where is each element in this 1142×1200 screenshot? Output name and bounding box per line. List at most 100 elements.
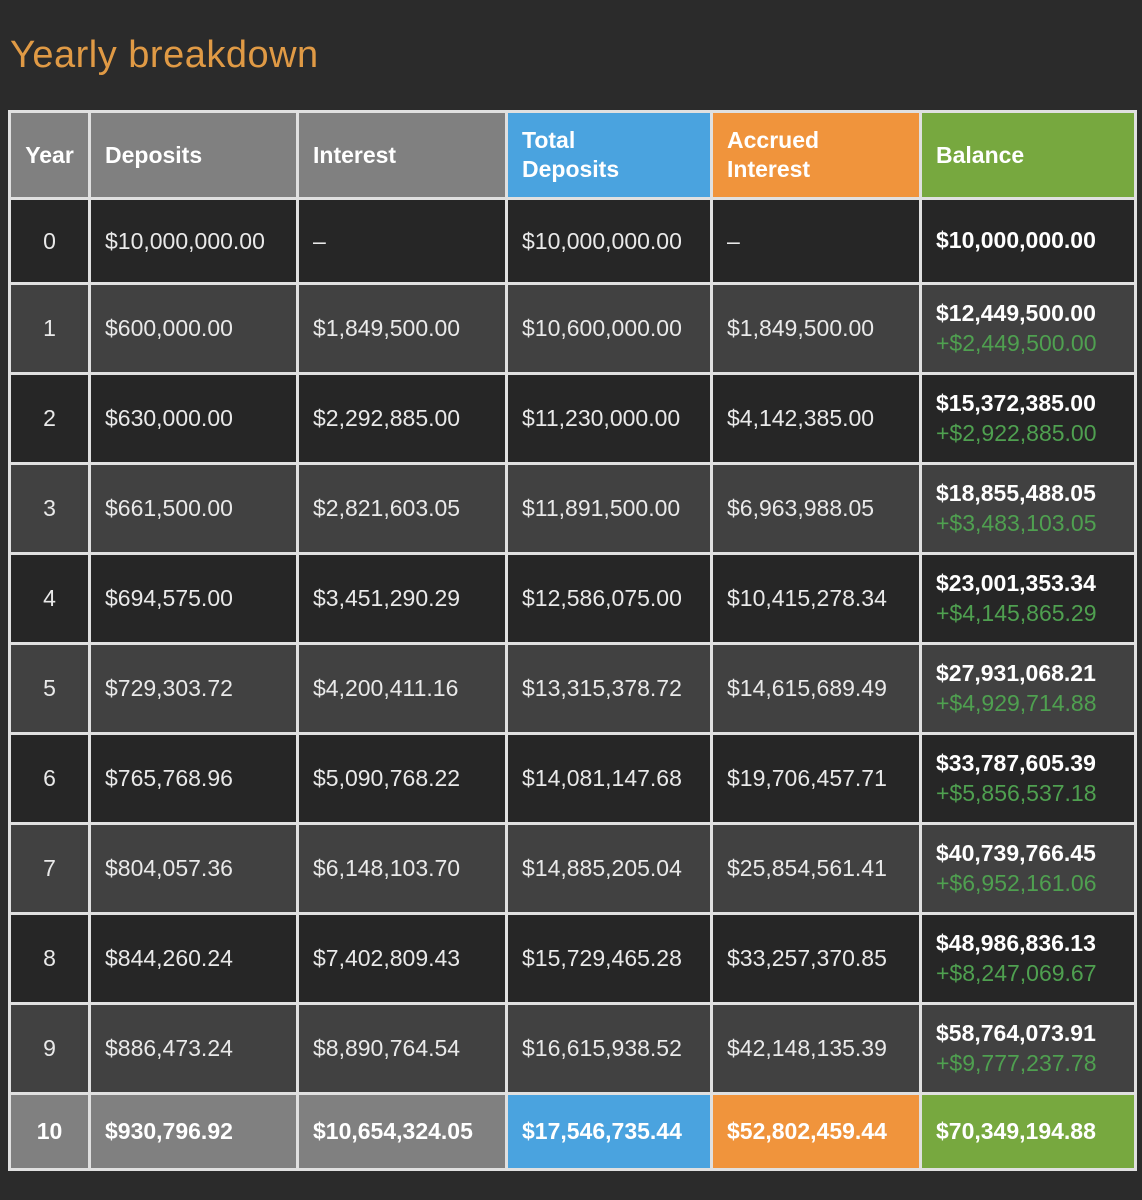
cell-year: 6 (8, 732, 91, 825)
cell-year: 2 (8, 372, 91, 465)
cell-total_deposits: $12,586,075.00 (505, 552, 713, 645)
table-row: 7 $804,057.36 $6,148,103.70 $14,885,205.04 $… (8, 822, 1137, 915)
cell-balance: $27,931,068.21 +$4,929,714.88 (919, 642, 1137, 735)
column-header-accrued_interest: Accrued Interest (710, 110, 922, 200)
cell-deposits: $630,000.00 (88, 372, 299, 465)
cell-interest: $4,200,411.16 (296, 642, 508, 735)
balance-change-value: +$6,952,161.06 (936, 869, 1097, 896)
cell-accrued_interest: $4,142,385.00 (710, 372, 922, 465)
table-row: 0 $10,000,000.00– $10,000,000.00– $10,000,0… (8, 197, 1137, 285)
cell-balance: $48,986,836.13 +$8,247,069.67 (919, 912, 1137, 1005)
cell-interest: $5,090,768.22 (296, 732, 508, 825)
cell-deposits: $844,260.24 (88, 912, 299, 1005)
yearly-breakdown-table: Year Deposits Interest Total Deposits Accrue… (8, 110, 1137, 1171)
cell-accrued_interest: $1,849,500.00 (710, 282, 922, 375)
cell-interest: $10,654,324.05 (296, 1092, 508, 1171)
cell-interest: $2,292,885.00 (296, 372, 508, 465)
column-header-balance: Balance (919, 110, 1137, 200)
cell-year: 0 (8, 197, 91, 285)
cell-balance: $23,001,353.34 +$4,145,865.29 (919, 552, 1137, 645)
balance-value: $18,855,488.05 (936, 479, 1096, 506)
cell-balance: $15,372,385.00 +$2,922,885.00 (919, 372, 1137, 465)
cell-total_deposits: $10,000,000.00 (505, 197, 713, 285)
balance-value: $70,349,194.88 (936, 1117, 1096, 1144)
cell-year: 9 (8, 1002, 91, 1095)
balance-change-value: +$5,856,537.18 (936, 779, 1097, 806)
balance-value: $23,001,353.34 (936, 569, 1096, 596)
cell-total_deposits: $17,546,735.44 (505, 1092, 713, 1171)
balance-value: $10,000,000.00 (936, 227, 1096, 254)
column-header-label: Deposits (105, 141, 203, 168)
cell-accrued_interest: $42,148,135.39 (710, 1002, 922, 1095)
balance-change-value: +$4,929,714.88 (936, 689, 1097, 716)
cell-deposits: $600,000.00 (88, 282, 299, 375)
cell-interest: $2,821,603.05 (296, 462, 508, 555)
cell-total_deposits: $11,891,500.00 (505, 462, 713, 555)
cell-year: 5 (8, 642, 91, 735)
cell-total_deposits: $15,729,465.28 (505, 912, 713, 1005)
column-header-deposits: Deposits (88, 110, 299, 200)
table-row: 9 $886,473.24 $8,890,764.54 $16,615,938.52 $… (8, 1002, 1137, 1095)
balance-value: $48,986,836.13 (936, 929, 1096, 956)
column-header-year: Year (8, 110, 91, 200)
cell-interest: – (296, 197, 508, 285)
cell-deposits: $729,303.72 (88, 642, 299, 735)
cell-deposits: $765,768.96 (88, 732, 299, 825)
cell-year: 4 (8, 552, 91, 645)
page-title: Yearly breakdown (10, 34, 319, 76)
cell-interest: $1,849,500.00 (296, 282, 508, 375)
cell-total_deposits: $11,230,000.00 (505, 372, 713, 465)
balance-value: $27,931,068.21 (936, 659, 1096, 686)
cell-interest: $3,451,290.29 (296, 552, 508, 645)
cell-balance: $40,739,766.45 +$6,952,161.06 (919, 822, 1137, 915)
cell-accrued_interest: – (710, 197, 922, 285)
table-header: Year Deposits Interest Total Deposits Accrue… (8, 110, 1137, 200)
balance-change-value: +$3,483,103.05 (936, 509, 1097, 536)
balance-change-value: +$8,247,069.67 (936, 959, 1097, 986)
cell-deposits: $886,473.24 (88, 1002, 299, 1095)
cell-accrued_interest: $14,615,689.49 (710, 642, 922, 735)
cell-total_deposits: $14,885,205.04 (505, 822, 713, 915)
table-row: 3 $661,500.00 $2,821,603.05 $11,891,500.00 $… (8, 462, 1137, 555)
column-header-total_deposits: Total Deposits (505, 110, 713, 200)
column-header-label: Accrued Interest (727, 127, 820, 182)
column-header-label: Balance (936, 141, 1025, 168)
column-header-label: Total Deposits (522, 127, 620, 182)
column-header-label: Interest (313, 141, 397, 168)
cell-balance: $10,000,000.00 (919, 197, 1137, 285)
cell-year: 1 (8, 282, 91, 375)
cell-total_deposits: $10,600,000.00 (505, 282, 713, 375)
cell-accrued_interest: $33,257,370.85 (710, 912, 922, 1005)
table-row: 8 $844,260.24 $7,402,809.43 $15,729,465.28 $… (8, 912, 1137, 1005)
cell-deposits: $694,575.00 (88, 552, 299, 645)
balance-change-value: +$9,777,237.78 (936, 1049, 1097, 1076)
cell-balance: $58,764,073.91 +$9,777,237.78 (919, 1002, 1137, 1095)
table-row: 10 $930,796.92 $10,654,324.05 $17,546,735.4… (8, 1092, 1137, 1171)
cell-accrued_interest: $10,415,278.34 (710, 552, 922, 645)
cell-accrued_interest: $19,706,457.71 (710, 732, 922, 825)
balance-change-value: +$4,145,865.29 (936, 599, 1097, 626)
table-row: 4 $694,575.00 $3,451,290.29 $12,586,075.00 $… (8, 552, 1137, 645)
cell-balance: $33,787,605.39 +$5,856,537.18 (919, 732, 1137, 825)
balance-change-value: +$2,449,500.00 (936, 329, 1097, 356)
cell-interest: $6,148,103.70 (296, 822, 508, 915)
table-body: 0 $10,000,000.00– $10,000,000.00– $10,000,0… (8, 197, 1137, 1171)
cell-total_deposits: $14,081,147.68 (505, 732, 713, 825)
cell-year: 8 (8, 912, 91, 1005)
cell-total_deposits: $16,615,938.52 (505, 1002, 713, 1095)
balance-value: $33,787,605.39 (936, 749, 1096, 776)
column-header-label: Year (25, 141, 74, 168)
cell-deposits: $930,796.92 (88, 1092, 299, 1171)
column-header-interest: Interest (296, 110, 508, 200)
balance-change-value: +$2,922,885.00 (936, 419, 1097, 446)
cell-accrued_interest: $6,963,988.05 (710, 462, 922, 555)
cell-total_deposits: $13,315,378.72 (505, 642, 713, 735)
cell-deposits: $661,500.00 (88, 462, 299, 555)
table-row: 1 $600,000.00 $1,849,500.00 $10,600,000.00 $… (8, 282, 1137, 375)
cell-interest: $7,402,809.43 (296, 912, 508, 1005)
cell-year: 10 (8, 1092, 91, 1171)
cell-deposits: $804,057.36 (88, 822, 299, 915)
cell-deposits: $10,000,000.00 (88, 197, 299, 285)
cell-interest: $8,890,764.54 (296, 1002, 508, 1095)
